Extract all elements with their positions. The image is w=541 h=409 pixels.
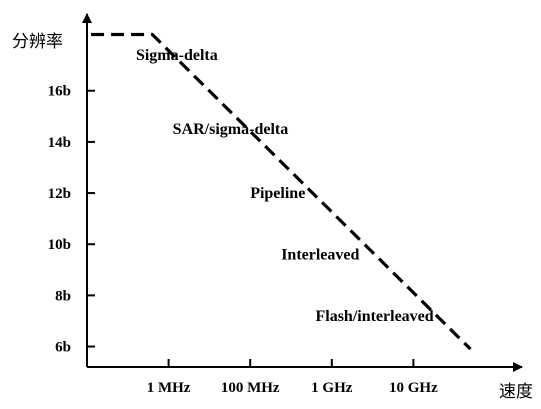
x-tick-label: 1 MHz — [147, 380, 191, 396]
boundary-dashed-line — [91, 32, 472, 351]
tick-marks — [87, 89, 415, 367]
boundary-series — [91, 32, 472, 351]
region-label: Interleaved — [281, 247, 359, 264]
y-tick-label: 10b — [48, 237, 71, 253]
y-tick-label: 16b — [48, 84, 71, 100]
region-label: Sigma-delta — [136, 47, 218, 64]
labels: 分辨率 速度 6b 8b 10b 12b 14b 16b 1 MHz 100 MHz 1 GHz… — [12, 32, 533, 402]
y-tick-label: 12b — [48, 186, 71, 202]
y-tick-label: 14b — [48, 135, 71, 151]
x-tick-label: 1 GHz — [311, 380, 353, 396]
y-tick-label: 8b — [55, 288, 71, 304]
y-axis-title: 分辨率 — [12, 32, 63, 52]
x-tick-label: 10 GHz — [389, 380, 438, 396]
axes — [82, 13, 523, 372]
region-label: SAR/sigma-delta — [173, 121, 289, 138]
x-tick-label: 100 MHz — [221, 380, 280, 396]
x-axis-title: 速度 — [499, 382, 533, 402]
region-label: Pipeline — [250, 185, 305, 202]
region-label: Flash/interleaved — [315, 308, 433, 325]
y-tick-label: 6b — [55, 340, 71, 356]
